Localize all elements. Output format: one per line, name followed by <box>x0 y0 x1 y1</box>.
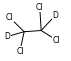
Text: Cl: Cl <box>5 13 13 22</box>
Text: D: D <box>52 11 58 20</box>
Text: Cl: Cl <box>53 36 61 45</box>
Text: Cl: Cl <box>36 3 44 12</box>
Text: D: D <box>4 32 10 41</box>
Text: Cl: Cl <box>16 47 24 56</box>
